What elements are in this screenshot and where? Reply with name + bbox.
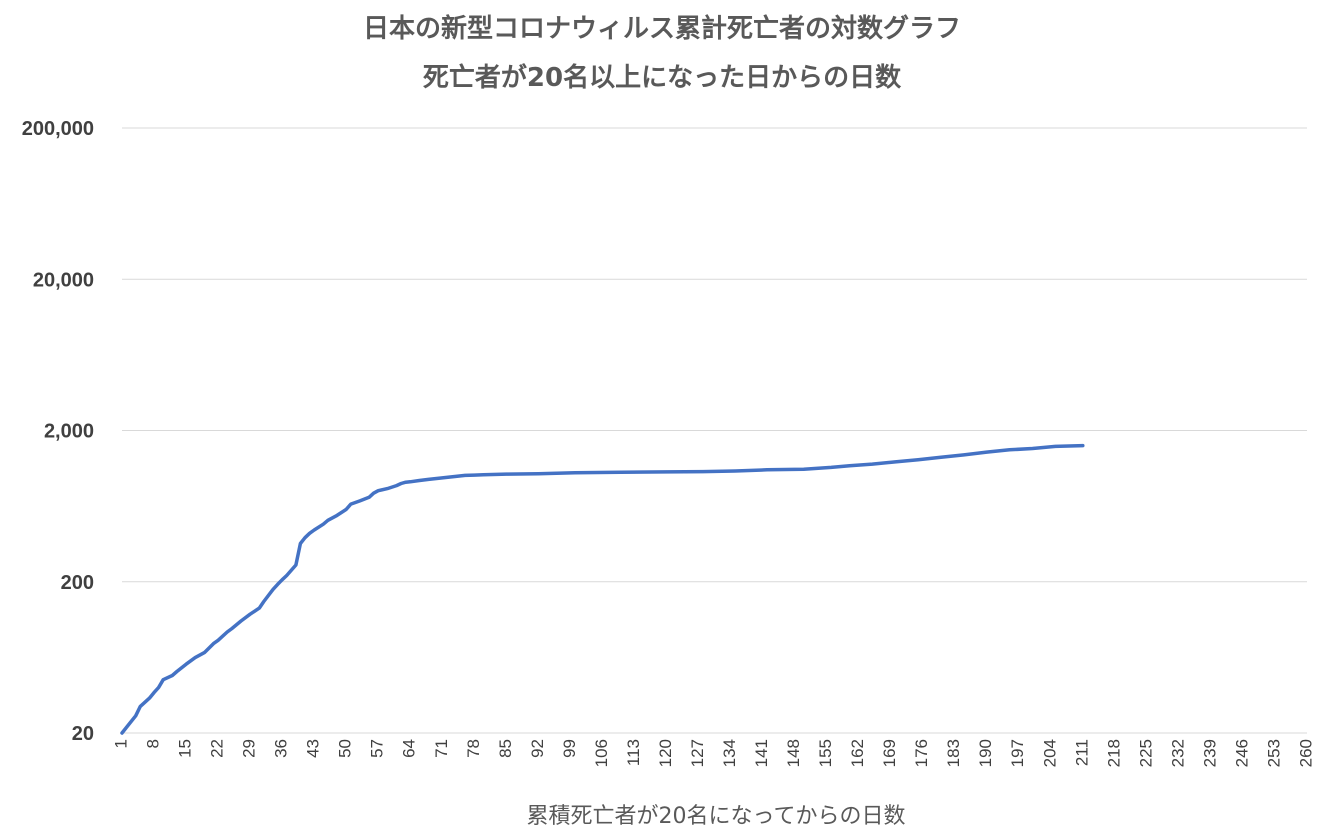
x-tick-label: 127 [688, 739, 707, 767]
series-layer [122, 446, 1083, 733]
x-tick-label: 162 [848, 739, 867, 767]
x-tick-label: 260 [1296, 739, 1315, 767]
x-tick-label: 8 [144, 739, 163, 748]
x-tick-label: 57 [368, 739, 387, 758]
x-tick-label: 99 [560, 739, 579, 758]
x-tick-label: 29 [240, 739, 259, 758]
x-axis-tick-labels: 1 8 15 22 29 36 43 50 57 64 71 78 85 92 99 106 113 120 127… [111, 739, 1315, 767]
x-tick-label: 246 [1232, 739, 1251, 767]
series-line-cumulative-deaths [122, 446, 1083, 733]
x-tick-label: 106 [592, 739, 611, 767]
x-tick-label: 36 [272, 739, 291, 758]
x-tick-label: 197 [1008, 739, 1027, 767]
x-tick-label: 50 [336, 739, 355, 758]
x-tick-label: 148 [784, 739, 803, 767]
y-axis-tick-labels: 20 200 2,000 20,000 200,000 [22, 118, 94, 745]
x-tick-label: 211 [1072, 739, 1091, 766]
x-tick-label: 78 [464, 739, 483, 758]
x-tick-label: 169 [880, 739, 899, 767]
x-tick-label: 113 [624, 739, 643, 766]
gridlines [122, 128, 1307, 733]
chart-title: 日本の新型コロナウィルス累計死亡者の対数グラフ [363, 13, 961, 44]
x-tick-label: 253 [1264, 739, 1283, 767]
y-tick-label: 2,000 [44, 421, 94, 443]
x-tick-label: 71 [432, 739, 451, 758]
x-tick-label: 218 [1104, 739, 1123, 767]
y-tick-label: 200 [61, 572, 94, 594]
y-tick-label: 200,000 [22, 118, 94, 140]
x-tick-label: 155 [816, 739, 835, 767]
x-tick-label: 183 [944, 739, 963, 767]
x-tick-label: 85 [496, 739, 515, 758]
x-tick-label: 43 [304, 739, 323, 758]
x-tick-label: 1 [111, 739, 130, 748]
x-tick-label: 92 [528, 739, 547, 758]
y-tick-label: 20,000 [33, 269, 94, 291]
x-tick-label: 204 [1040, 739, 1059, 767]
x-tick-label: 176 [912, 739, 931, 767]
x-tick-label: 134 [720, 739, 739, 767]
chart-subtitle: 死亡者が20名以上になった日からの日数 [423, 62, 902, 93]
x-tick-label: 239 [1200, 739, 1219, 767]
x-tick-label: 141 [752, 739, 771, 767]
x-tick-label: 64 [400, 739, 419, 758]
x-tick-label: 22 [208, 739, 227, 758]
x-tick-label: 120 [656, 739, 675, 767]
x-tick-label: 190 [976, 739, 995, 767]
y-tick-label: 20 [72, 723, 94, 745]
x-tick-label: 232 [1168, 739, 1187, 767]
x-axis-label: 累積死亡者が20名になってからの日数 [527, 804, 906, 829]
x-tick-label: 15 [176, 739, 195, 758]
x-tick-label: 225 [1136, 739, 1155, 767]
